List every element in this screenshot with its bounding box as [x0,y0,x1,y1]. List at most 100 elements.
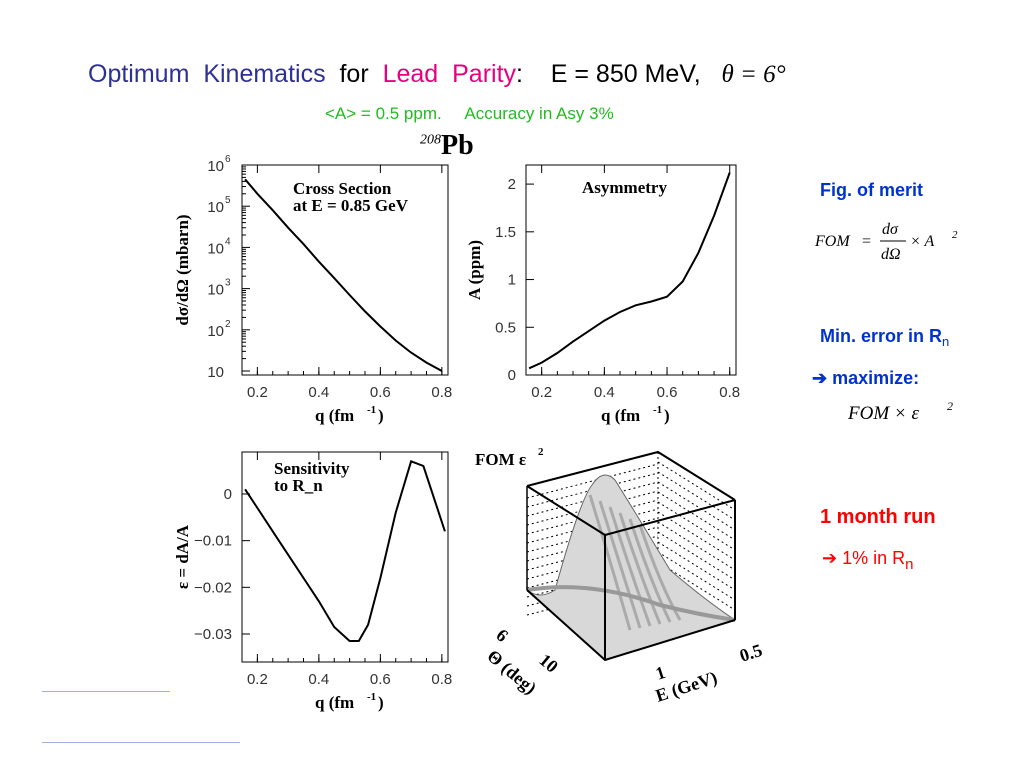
y-tick-label: 10 [207,364,224,381]
surface-ridge [628,518,672,623]
y-tick-label: 2 [508,176,516,193]
sensitivity-chart: 0.2 0.4 0.6 0.8 0 −0.01 −0.02 −0.03 q (fm -1) ε = … [173,451,452,712]
series-line [528,172,731,370]
x-axis-label-close: ) [378,406,384,425]
x-axis-label-exp: -1 [367,404,376,416]
x-tick-label: 0.6 [657,384,678,401]
asymmetry-chart: 0.2 0.4 0.6 0.8 0 0.5 1 1.5 2 q (fm -1) A (ppm) Asym… [465,164,740,425]
y-tick-label: 10 [207,240,224,257]
surface-ridge [526,585,736,622]
surface-ridge [638,524,682,621]
energy-tick-label: 0.5 [737,640,765,666]
box-edge [526,589,736,662]
fom-formula: FOM = dσ dΩ × A 2 [814,221,958,263]
y-tick-label: −0.02 [194,579,232,596]
maximize-text: maximize: [832,368,920,388]
grid-line [657,501,736,551]
chart-title: FOM ε [475,450,526,469]
subtitle: <A> = 0.5 ppm. Accuracy in Asy 3% [325,104,614,124]
x-tick-label: 0.2 [247,384,268,401]
subtitle-accuracy: Accuracy in Asy 3% [464,104,614,123]
theta-axis-label: Θ (deg) [483,646,541,699]
x-axis-label-exp: -1 [367,691,376,703]
grid-line [657,481,736,531]
y-tick-label: 10 [207,158,224,175]
x-tick-label: 0.6 [370,671,391,688]
y-tick-label: 10 [207,199,224,216]
month-run-label: 1 month run [820,506,936,528]
theta-tick-label: 10 [535,650,562,677]
y-tick-exp: 6 [225,154,231,165]
grid-line [657,551,736,601]
y-tick-label: 10 [207,282,224,299]
chart-title: Sensitivity [274,459,350,478]
separator-line [42,742,240,743]
x-axis-label: q (fm [315,693,354,712]
chart-title: to R_n [274,476,323,495]
fig-of-merit-label: Fig. of merit [820,180,923,200]
chart-title: Asymmetry [582,178,667,197]
title-colon: : [516,60,523,88]
x-tick-label: 0.4 [308,671,329,688]
min-error-text: Min. error in R [820,326,943,346]
fom-eps-exp: 2 [947,399,953,413]
nucleus-label: 208Pb [420,130,474,162]
grid-line [657,461,736,511]
x-tick-label: 0.6 [370,384,391,401]
min-error-sub: n [942,334,950,349]
y-tick-label: −0.01 [194,533,232,550]
separator-line [42,691,170,692]
x-tick-label: 0.4 [308,384,329,401]
surface-ridge [608,506,652,627]
series-line [244,459,446,642]
fom-eps-text: FOM × ε [847,403,919,424]
title-energy: E = 850 MeV, [550,60,701,88]
grid-line [657,491,736,541]
nucleus-symbol: Pb [441,130,474,161]
result-text: 1% in R [842,548,906,568]
y-axis-label: ε = dA/A [173,524,192,589]
x-tick-label: 0.2 [531,384,552,401]
subtitle-asymmetry: <A> = 0.5 ppm. [325,104,442,123]
fom-eq: = [862,233,871,250]
grid-line [657,541,736,591]
page-title: Optimum Kinematics for Lead Parity: E = … [88,60,786,89]
theta-tick-label: 6 [492,625,512,646]
grid-line [657,531,736,581]
x-tick-label: 0.8 [431,384,452,401]
fom-exp: 2 [952,229,958,241]
series-line [244,178,443,372]
y-tick-label: 1 [508,272,516,289]
plot-frame [241,451,449,663]
y-tick-exp: 3 [225,278,231,289]
x-axis-label-exp: -1 [653,404,662,416]
x-axis-label-close: ) [378,693,384,712]
surface-ridge [588,494,632,631]
plot-frame [241,164,449,376]
y-tick-label: 0.5 [495,319,516,336]
chart-title: Cross Section [293,179,392,198]
title-optimum: Optimum [88,60,190,88]
y-tick-label: 10 [207,323,224,340]
y-tick-label: 1.5 [495,224,516,241]
result-sub: n [905,556,914,573]
y-axis-label: A (ppm) [465,240,484,300]
surface-ridge [618,512,662,625]
arrow-icon: ➔ [812,368,828,388]
title-lead: Lead [382,60,439,88]
chart-title: at E = 0.85 GeV [293,196,409,215]
min-error-label: Min. error in Rn [820,326,949,349]
arrow-icon: ➔ [822,548,838,568]
fom-num: dσ [882,221,899,238]
box-edge [526,450,736,501]
y-tick-exp: 4 [225,236,231,247]
x-tick-label: 0.8 [719,384,740,401]
grid-line [657,521,736,571]
title-parity: Parity [452,60,517,88]
grid-line [657,561,736,611]
energy-tick-label: 1 [653,662,668,684]
x-tick-label: 0.2 [247,671,268,688]
x-tick-label: 0.8 [431,671,452,688]
title-kinematics: Kinematics [203,60,326,88]
